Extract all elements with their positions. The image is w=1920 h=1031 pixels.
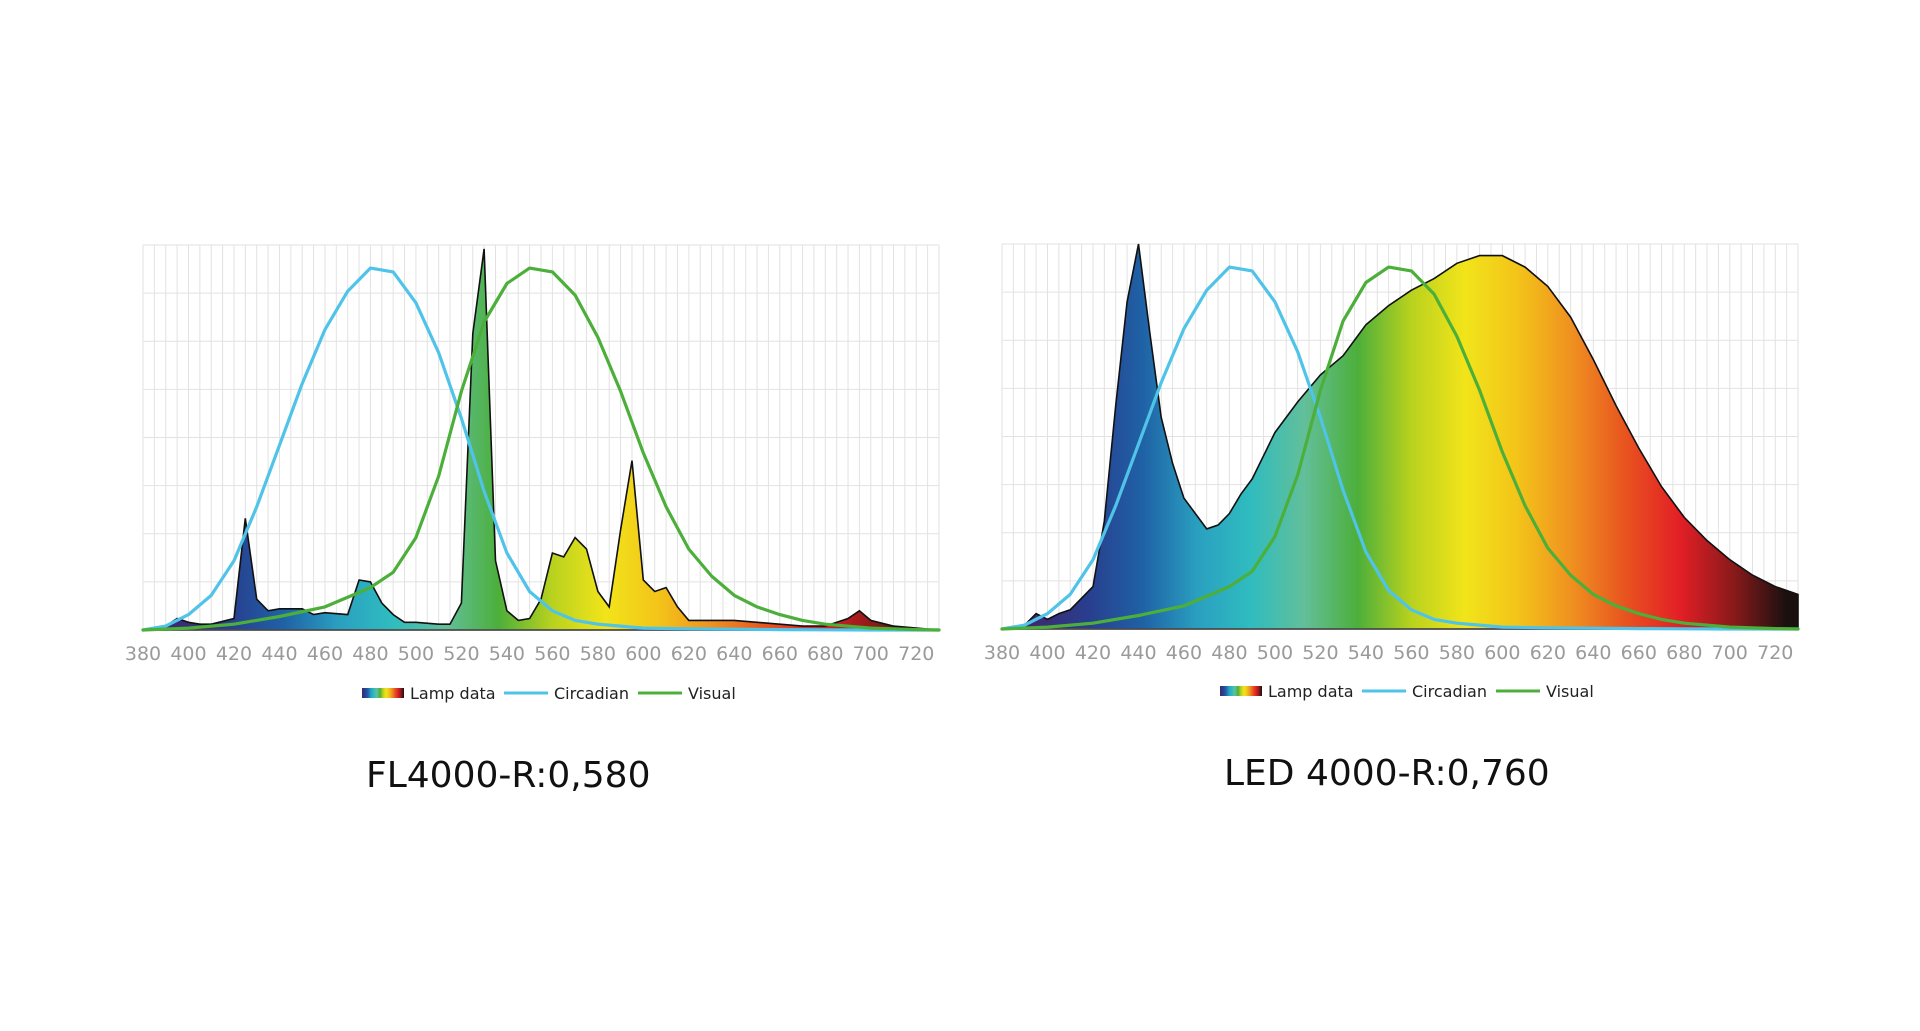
x-tick-label: 520 xyxy=(1302,642,1338,664)
chart-caption-fl4000: FL4000-R:0,580 xyxy=(366,755,651,796)
legend-lamp-data-label: Lamp data xyxy=(410,684,496,703)
x-tick-label: 620 xyxy=(1530,642,1566,664)
fl-visual-curve xyxy=(141,266,941,632)
legend-visual-label: Visual xyxy=(1546,682,1594,701)
x-tick-label: 700 xyxy=(853,643,889,665)
fl-grid xyxy=(142,244,940,631)
x-tick-label: 680 xyxy=(807,643,843,665)
x-tick-label: 640 xyxy=(1575,642,1611,664)
x-tick-label: 640 xyxy=(716,643,752,665)
x-tick-label: 580 xyxy=(580,643,616,665)
chart-caption-led4000: LED 4000-R:0,760 xyxy=(1224,753,1550,794)
x-tick-label: 660 xyxy=(1621,642,1657,664)
x-tick-label: 500 xyxy=(398,643,434,665)
x-tick-label: 560 xyxy=(1393,642,1429,664)
x-tick-label: 600 xyxy=(625,643,661,665)
led-chart: 380 400 420 440 460 480 500 520 540 560 580 600 620 6… xyxy=(984,243,1800,701)
led-circadian-curve xyxy=(1000,265,1800,631)
x-tick-label: 560 xyxy=(534,643,570,665)
legend-lamp-data-swatch xyxy=(362,688,404,698)
x-tick-label: 440 xyxy=(1120,642,1156,664)
x-tick-label: 440 xyxy=(261,643,297,665)
x-tick-label: 620 xyxy=(671,643,707,665)
x-tick-label: 600 xyxy=(1484,642,1520,664)
x-tick-label: 420 xyxy=(1075,642,1111,664)
x-tick-label: 580 xyxy=(1439,642,1475,664)
x-tick-label: 660 xyxy=(762,643,798,665)
x-tick-label: 400 xyxy=(1029,642,1065,664)
x-tick-label: 540 xyxy=(489,643,525,665)
legend-circadian-label: Circadian xyxy=(1412,682,1487,701)
x-tick-label: 480 xyxy=(352,643,388,665)
legend-visual-label: Visual xyxy=(688,684,736,703)
led-visual-curve xyxy=(1000,265,1800,631)
x-tick-label: 720 xyxy=(1757,642,1793,664)
led-x-tick-labels: 380 400 420 440 460 480 500 520 540 560 580 600 620 6… xyxy=(984,642,1794,664)
fl-legend: Lamp data Circadian Visual xyxy=(362,684,736,703)
fl-circadian-curve xyxy=(141,266,941,632)
fl-lamp-data-area xyxy=(142,248,940,631)
led-legend: Lamp data Circadian Visual xyxy=(1220,682,1594,701)
x-tick-label: 380 xyxy=(984,642,1020,664)
legend-circadian-label: Circadian xyxy=(554,684,629,703)
legend-lamp-data-swatch xyxy=(1220,686,1262,696)
x-tick-label: 680 xyxy=(1666,642,1702,664)
x-tick-label: 380 xyxy=(125,643,161,665)
x-tick-label: 480 xyxy=(1211,642,1247,664)
x-tick-label: 420 xyxy=(216,643,252,665)
fl-chart: 380 400 420 440 460 480 500 520 540 560 580 600 620 6… xyxy=(125,244,941,703)
fl-x-tick-labels: 380 400 420 440 460 480 500 520 540 560 580 600 620 6… xyxy=(125,643,935,665)
x-tick-label: 400 xyxy=(170,643,206,665)
x-tick-label: 460 xyxy=(307,643,343,665)
legend-lamp-data-label: Lamp data xyxy=(1268,682,1354,701)
x-tick-label: 540 xyxy=(1348,642,1384,664)
x-tick-label: 720 xyxy=(898,643,934,665)
x-tick-label: 520 xyxy=(443,643,479,665)
x-tick-label: 700 xyxy=(1712,642,1748,664)
x-tick-label: 500 xyxy=(1257,642,1293,664)
led-lamp-data-area xyxy=(1001,243,1799,630)
x-tick-label: 460 xyxy=(1166,642,1202,664)
